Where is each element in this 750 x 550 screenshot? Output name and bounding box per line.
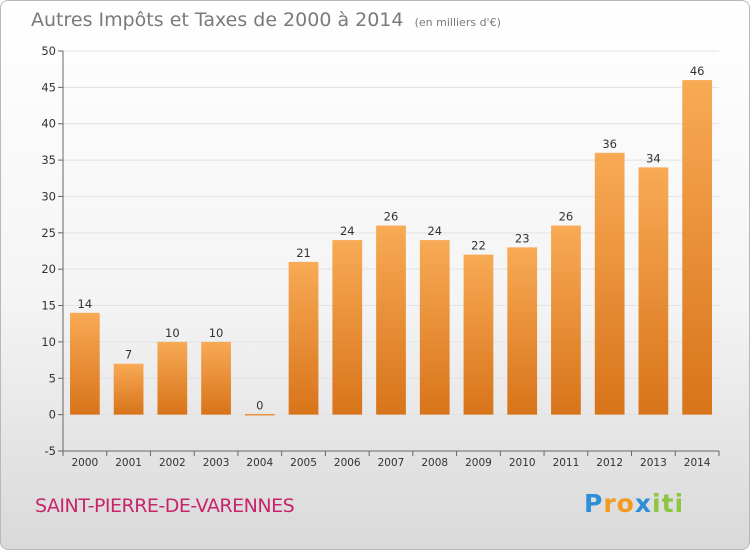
logo-letter: o	[616, 489, 635, 518]
data-label: 21	[296, 246, 311, 260]
logo-letter: i	[652, 489, 662, 518]
bar	[507, 247, 538, 415]
y-tick-label: 30	[41, 189, 56, 203]
bar	[551, 225, 581, 415]
y-tick-label: 40	[41, 117, 56, 131]
title-row: Autres Impôts et Taxes de 2000 à 2014 (e…	[31, 9, 501, 31]
data-label: 10	[165, 326, 180, 340]
x-tick-label: 2001	[115, 457, 142, 469]
bar	[638, 167, 669, 415]
axes: -5 0 5 10 15 20 25 30 35 40 45 50 2000 2001 2002 2003 20…	[41, 44, 720, 469]
data-label: 22	[471, 239, 486, 253]
proxiti-logo: Proxiti	[584, 489, 684, 518]
x-tick-label: 2000	[71, 457, 98, 469]
chart-title: Autres Impôts et Taxes de 2000 à 2014	[31, 9, 404, 31]
logo-letter: P	[584, 489, 604, 518]
x-tick-label: 2002	[159, 457, 186, 469]
y-tick-label: 35	[41, 153, 56, 167]
data-label: 26	[384, 210, 399, 224]
bar	[376, 225, 406, 415]
x-tick-label: 2014	[684, 457, 711, 469]
logo-letter: i	[674, 489, 685, 518]
x-tick-label: 2006	[334, 457, 361, 469]
bar	[113, 363, 144, 415]
bar	[332, 240, 363, 415]
data-label: 24	[427, 224, 442, 238]
bar	[244, 413, 275, 416]
location-name: SAINT-PIERRE-DE-VARENNES	[35, 495, 295, 517]
x-tick-label: 2012	[596, 457, 623, 469]
x-tick-label: 2009	[465, 457, 492, 469]
bar	[288, 261, 319, 415]
x-tick-label: 2007	[378, 457, 405, 469]
y-tick-label: 15	[41, 299, 56, 313]
x-tick-label: 2010	[509, 457, 536, 469]
y-tick-label: 45	[41, 80, 56, 94]
data-label: 0	[256, 399, 263, 413]
x-tick-label: 2013	[640, 457, 667, 469]
bar	[69, 312, 100, 415]
x-tick-label: 2005	[290, 457, 317, 469]
y-tick-label: 0	[49, 408, 56, 422]
x-tick-label: 2004	[246, 457, 273, 469]
data-label: 34	[646, 151, 661, 165]
y-tick-label: 25	[41, 226, 56, 240]
bars: 14 7 10 10 0 21 24 26 24 22 23 26 36 34 46	[69, 64, 713, 416]
data-label: 7	[125, 348, 132, 362]
bar	[201, 341, 231, 415]
x-tick-label: 2003	[203, 457, 230, 469]
logo-letter: x	[634, 489, 652, 518]
bar	[463, 254, 494, 415]
bar	[419, 240, 450, 415]
chart-subtitle: (en milliers d'€)	[414, 16, 501, 29]
x-tick-label: 2011	[553, 457, 580, 469]
bar	[682, 80, 713, 415]
data-label: 24	[340, 224, 355, 238]
data-label: 14	[78, 297, 93, 311]
logo-letter: r	[603, 489, 617, 518]
y-tick-label: 10	[41, 335, 56, 349]
y-tick-label: -5	[45, 444, 56, 458]
data-label: 36	[602, 137, 617, 151]
bar	[594, 152, 625, 415]
data-label: 26	[559, 210, 574, 224]
y-tick-label: 50	[41, 44, 56, 58]
data-label: 46	[690, 64, 705, 78]
y-tick-label: 5	[49, 371, 56, 385]
bar	[157, 341, 188, 415]
logo-letter: t	[661, 489, 675, 518]
y-tick-label: 20	[41, 262, 56, 276]
x-tick-label: 2008	[421, 457, 448, 469]
data-label: 10	[209, 326, 224, 340]
data-label: 23	[515, 231, 530, 245]
